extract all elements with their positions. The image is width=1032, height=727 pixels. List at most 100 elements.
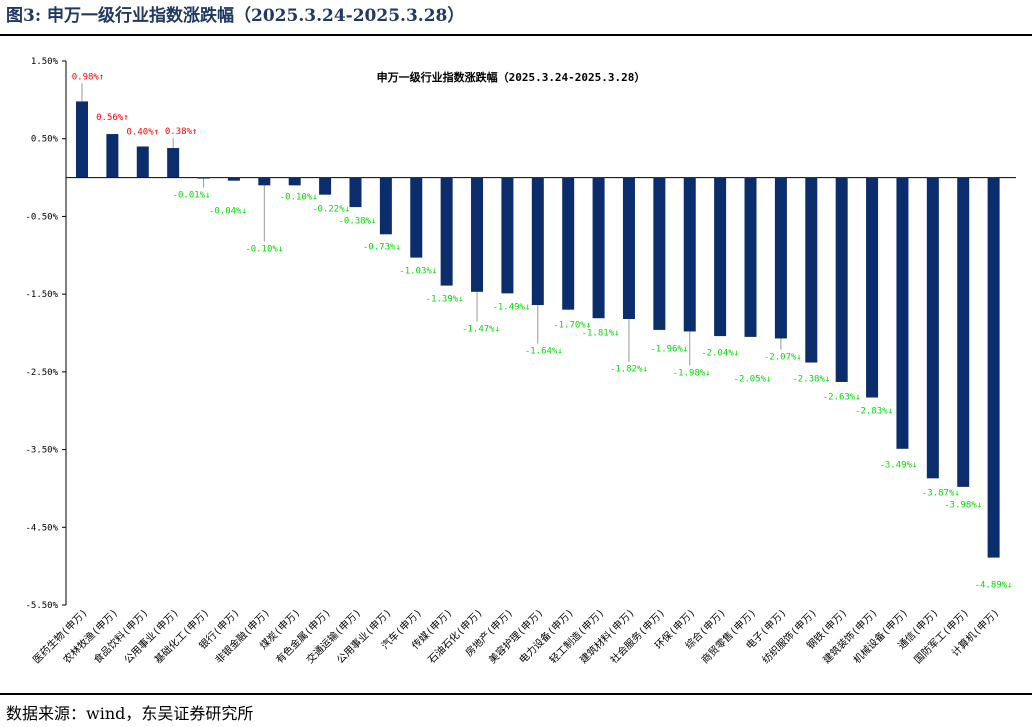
bar <box>379 177 392 235</box>
data-label: 0.98%↑ <box>72 72 105 82</box>
category-label: 食品饮料(申万) <box>91 606 151 666</box>
category-label: 医药生物(申万) <box>30 606 90 666</box>
source-note: 数据来源：wind，东吴证券研究所 <box>6 704 254 723</box>
category-label: 石油石化(申万) <box>425 606 485 666</box>
data-label: -2.83%↓ <box>855 407 893 417</box>
bar <box>774 177 787 339</box>
category-label: 社会服务(申万) <box>607 606 667 666</box>
data-label: -0.10%↓ <box>245 245 283 255</box>
y-tick-label: 1.50% <box>31 57 59 67</box>
bottom-rule <box>0 693 1032 695</box>
label-leader-lines <box>81 83 782 366</box>
data-label: -0.22%↓ <box>312 205 350 215</box>
bar <box>167 148 180 178</box>
y-tick-label: -2.50% <box>25 368 58 378</box>
bar-series <box>76 101 1000 558</box>
bar <box>622 177 635 320</box>
category-labels: 医药生物(申万)农林牧渔(申万)食品饮料(申万)公用事业(申万)基础化工(申万)… <box>30 606 1002 666</box>
category-label: 交通运输(申万) <box>303 606 363 666</box>
data-label: -1.70%↓ <box>553 321 591 331</box>
y-tick-label: 0.50% <box>31 135 59 145</box>
category-label: 基础化工(申万) <box>152 606 212 666</box>
data-label: -0.04%↓ <box>209 207 247 217</box>
category-label: 轻工制造(申万) <box>547 606 607 666</box>
data-label: -2.38%↓ <box>792 375 830 385</box>
category-label: 公用事业(申万) <box>121 606 181 666</box>
category-label: 纺织服饰(申万) <box>759 606 819 666</box>
data-label: -1.81%↓ <box>582 329 620 339</box>
bar <box>714 177 727 337</box>
data-label: -0.73%↓ <box>363 243 401 253</box>
data-label: -1.64%↓ <box>525 347 563 357</box>
bar <box>106 134 119 178</box>
bar <box>926 177 939 479</box>
data-label: -4.89%↓ <box>975 581 1013 591</box>
bar <box>471 177 484 292</box>
y-tick-label: -3.50% <box>25 446 58 456</box>
bar <box>805 177 818 363</box>
category-label: 国防军工(申万) <box>911 606 971 666</box>
bar <box>440 177 453 286</box>
chart-title: 申万一级行业指数涨跌幅（2025.3.24-2025.3.28） <box>377 70 646 84</box>
bar <box>835 177 848 382</box>
bar <box>562 177 575 310</box>
category-label: 电力设备(申万) <box>516 606 576 666</box>
bar <box>197 177 210 179</box>
bar <box>957 177 970 487</box>
bar <box>592 177 605 319</box>
y-axis: 1.50% 0.50% -0.50% -1.50% -2.50% -3.50% -4.50%… <box>25 57 67 611</box>
data-label: 0.56%↑ <box>96 113 129 123</box>
data-label: -0.01%↓ <box>173 191 211 201</box>
category-label: 非银金融(申万) <box>212 606 272 666</box>
bar <box>683 177 696 332</box>
bar <box>987 177 1000 558</box>
category-label: 公用事业(申万) <box>334 606 394 666</box>
bar <box>531 177 544 306</box>
bar <box>653 177 666 330</box>
bar <box>501 177 514 294</box>
data-label: -0.38%↓ <box>339 217 377 227</box>
industry-return-bar-chart: 1.50% 0.50% -0.50% -1.50% -2.50% -3.50% -4.50%… <box>25 57 1016 666</box>
data-label: -1.49%↓ <box>492 303 530 313</box>
bar <box>136 146 149 178</box>
data-label: -3.87%↓ <box>922 489 960 499</box>
category-label: 有色金属(申万) <box>273 606 333 666</box>
category-label: 建筑装饰(申万) <box>820 606 880 666</box>
bar <box>288 177 301 186</box>
data-label: -1.39%↓ <box>426 295 464 305</box>
y-tick-label: -1.50% <box>25 290 58 300</box>
data-label: -2.05%↓ <box>734 375 772 385</box>
data-label: 0.40%↑ <box>127 127 160 137</box>
data-labels: 0.98%↑ 0.56%↑ 0.40%↑ 0.38%↑ -0.01%↓ -0.04%↓ -0… <box>72 72 1013 590</box>
data-label: -1.03%↓ <box>399 267 437 277</box>
top-rule <box>0 34 1032 36</box>
y-tick-label: -4.50% <box>25 523 58 533</box>
data-label: -2.04%↓ <box>701 349 739 359</box>
y-tick-label: -0.50% <box>25 212 58 222</box>
bar <box>227 177 240 181</box>
data-label: -3.49%↓ <box>879 461 917 471</box>
data-label: -1.98%↓ <box>673 369 711 379</box>
bar <box>896 177 909 449</box>
data-label: -1.96%↓ <box>650 345 688 355</box>
bar <box>319 177 332 195</box>
y-tick-label: -5.50% <box>25 601 58 611</box>
bar <box>866 177 879 398</box>
bar <box>76 101 88 178</box>
bar <box>258 177 271 186</box>
figure-title: 图3: 申万一级行业指数涨跌幅（2025.3.24-2025.3.28） <box>6 6 465 26</box>
data-label: -0.10%↓ <box>280 193 318 203</box>
data-label: -2.07%↓ <box>764 353 802 363</box>
data-label: -3.98%↓ <box>944 501 982 511</box>
bar <box>410 177 423 258</box>
category-label: 建筑材料(申万) <box>577 606 637 666</box>
data-label: -1.47%↓ <box>462 325 500 335</box>
bar <box>349 177 362 208</box>
bar <box>744 177 757 337</box>
category-label: 美容护理(申万) <box>486 606 546 666</box>
data-label: 0.38%↑ <box>165 127 198 137</box>
data-label: -2.63%↓ <box>823 393 861 403</box>
data-label: -1.82%↓ <box>610 365 648 375</box>
category-label: 农林牧渔(申万) <box>60 606 120 666</box>
category-label: 商贸零售(申万) <box>699 606 759 666</box>
